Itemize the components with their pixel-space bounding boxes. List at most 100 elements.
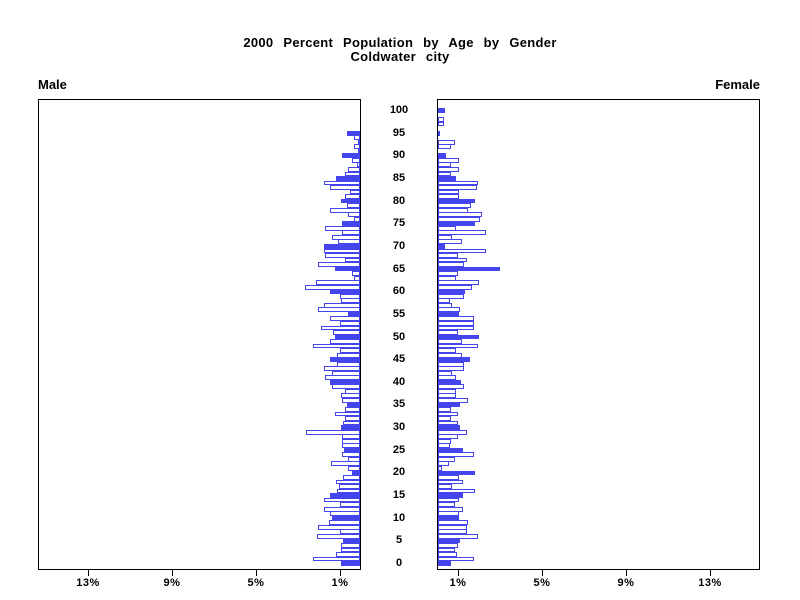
female-bar-age-44: [438, 361, 465, 367]
male-bar-age-77: [348, 212, 360, 218]
age-tick-label-55: 55: [392, 307, 406, 320]
male-bar-age-89: [351, 157, 360, 163]
male-bar-age-84: [324, 180, 360, 186]
female-bar-age-71: [438, 239, 463, 245]
age-tick-label-50: 50: [392, 330, 406, 343]
female-bar-age-63: [438, 275, 456, 281]
female-bar-age-90: [438, 153, 447, 159]
female-bar-age-36: [438, 398, 469, 403]
female-bar-age-5: [438, 538, 461, 544]
female-bar-age-76: [438, 216, 480, 222]
female-bar-age-56: [438, 307, 461, 313]
male-bar-age-53: [340, 321, 360, 326]
age-tick-label-25: 25: [392, 443, 406, 456]
male-bar-age-3: [341, 547, 360, 553]
male-bar-age-32: [345, 416, 360, 421]
age-tick-label-35: 35: [392, 398, 406, 411]
male-bar-age-56: [318, 307, 360, 313]
male-bar-age-8: [318, 524, 360, 530]
female-bar-age-8: [438, 524, 468, 530]
female-bar-age-77: [438, 212, 483, 218]
female-bar-age-33: [438, 411, 458, 417]
male-bar-age-90: [342, 153, 360, 159]
female-bar-age-7: [438, 529, 468, 535]
age-tick-label-60: 60: [392, 285, 406, 298]
female-bar-age-41: [438, 375, 456, 381]
male-bar-age-93: [358, 139, 360, 145]
female-bar-age-68: [438, 253, 458, 258]
male-bar-age-59: [340, 293, 360, 299]
female-bar-age-98: [438, 117, 445, 122]
female-bar-age-53: [438, 321, 474, 326]
male-bar-age-95: [347, 130, 360, 136]
female-bar-age-14: [438, 497, 459, 503]
male-bar-age-86: [345, 171, 360, 177]
male-bar-age-71: [337, 239, 360, 245]
female-bar-age-19: [438, 475, 459, 480]
male-bar-age-21: [348, 465, 360, 471]
female-bar-age-97: [438, 121, 445, 127]
age-tick-label-5: 5: [395, 534, 403, 547]
female-bar-age-11: [438, 511, 459, 517]
female-bar-age-27: [438, 438, 451, 444]
male-bar-age-60: [329, 289, 360, 295]
female-bar-age-4: [438, 542, 458, 548]
female-bar-age-29: [438, 429, 468, 435]
male-bar-age-61: [305, 284, 360, 290]
female-bar-age-31: [438, 420, 458, 426]
female-bar-age-92: [438, 144, 451, 150]
male-bar-age-11: [329, 511, 360, 517]
male-bar-age-27: [342, 438, 360, 444]
female-bar-age-80: [438, 198, 475, 204]
male-bar-age-63: [353, 275, 360, 281]
female-bar-age-38: [438, 388, 456, 394]
female-bar-age-75: [438, 221, 475, 227]
female-bar-age-15: [438, 493, 464, 498]
chart-title: 2000 Percent Population by Age by Gender: [243, 35, 557, 50]
female-bar-age-39: [438, 384, 465, 390]
male-bar-age-31: [343, 420, 360, 426]
age-tick-label-30: 30: [392, 421, 406, 434]
female-bar-age-24: [438, 452, 474, 458]
female-bar-age-61: [438, 284, 472, 290]
female-bar-age-13: [438, 502, 455, 507]
male-bar-age-91: [358, 148, 360, 154]
male-bar-age-80: [341, 198, 360, 204]
male-bar-age-75: [342, 221, 360, 227]
female-bar-age-60: [438, 289, 466, 295]
male-bar-age-85: [335, 176, 360, 181]
male-bar-age-24: [342, 452, 360, 458]
male-plot-area: [38, 99, 361, 570]
male-bar-age-67: [345, 257, 360, 263]
male-bar-age-49: [329, 339, 360, 344]
male-bar-age-47: [340, 348, 360, 353]
age-tick-label-100: 100: [389, 104, 409, 116]
female-bar-age-72: [438, 234, 452, 240]
male-bar-age-88: [356, 162, 360, 168]
male-bar-age-18: [335, 479, 360, 485]
male-bar-age-9: [328, 520, 360, 526]
male-bar-age-72: [331, 234, 360, 240]
male-bar-age-23: [348, 456, 360, 462]
male-bar-age-16: [336, 488, 360, 494]
male-bar-age-64: [351, 271, 360, 276]
male-bar-age-41: [325, 375, 360, 381]
female-axis-tick-9: [626, 570, 627, 576]
female-bar-age-52: [438, 325, 474, 331]
male-bar-age-92: [353, 144, 360, 150]
age-tick-label-95: 95: [392, 126, 406, 139]
male-bar-age-26: [342, 443, 360, 449]
male-bar-age-17: [339, 484, 360, 489]
male-bar-age-29: [306, 429, 360, 435]
female-bar-age-65: [438, 266, 500, 272]
female-bar-age-18: [438, 479, 464, 485]
male-bar-age-2: [335, 552, 360, 557]
male-bar-age-42: [331, 370, 360, 376]
age-tick-label-80: 80: [392, 194, 406, 207]
female-bar-age-86: [438, 171, 451, 177]
male-bar-age-79: [347, 203, 360, 209]
female-bar-age-59: [438, 293, 465, 299]
male-bar-age-54: [329, 316, 360, 322]
female-bar-age-88: [438, 162, 451, 168]
female-bar-age-79: [438, 203, 471, 209]
